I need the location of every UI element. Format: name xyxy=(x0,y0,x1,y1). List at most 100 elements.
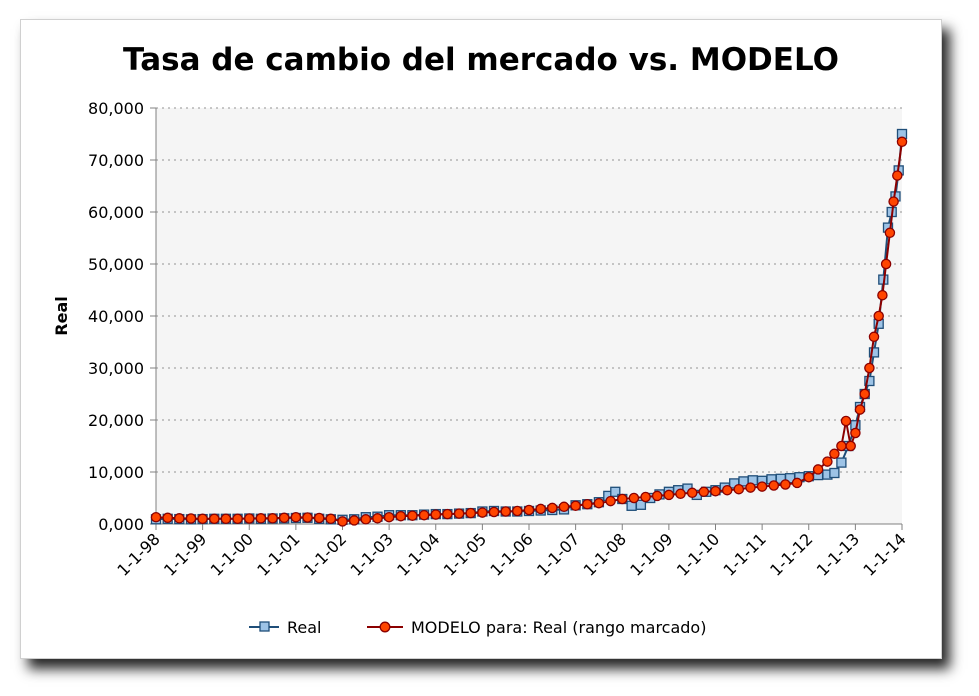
modelo-point xyxy=(675,488,686,500)
modelo-point xyxy=(840,415,852,427)
modelo-point xyxy=(710,485,721,497)
modelo-point xyxy=(756,481,768,492)
modelo-point xyxy=(209,513,220,525)
modelo-point xyxy=(442,508,453,520)
x-tick-label: 1-1-09 xyxy=(626,529,676,579)
modelo-point xyxy=(313,512,325,524)
modelo-point xyxy=(640,491,651,503)
modelo-point xyxy=(698,486,710,498)
modelo-point xyxy=(232,513,243,525)
modelo-point xyxy=(873,310,884,322)
modelo-point xyxy=(465,507,476,519)
chart-title: Tasa de cambio del mercado vs. MODELO xyxy=(123,42,839,78)
y-axis-label: Real xyxy=(52,296,71,335)
x-tick-label: 1-1-04 xyxy=(393,529,443,579)
x-tick-label: 1-1-05 xyxy=(440,529,490,579)
real-point xyxy=(868,347,880,358)
modelo-point xyxy=(512,505,523,517)
modelo-point xyxy=(845,440,856,452)
legend-real-marker xyxy=(259,621,270,632)
modelo-point xyxy=(453,508,465,519)
y-tick-label: 30,000 xyxy=(88,359,144,378)
y-tick-label: 60,000 xyxy=(88,203,144,222)
modelo-point xyxy=(593,497,605,509)
modelo-point xyxy=(185,513,197,524)
x-tick-label: 1-1-12 xyxy=(766,529,816,579)
modelo-point xyxy=(605,495,616,507)
x-tick-label: 1-1-11 xyxy=(720,529,770,579)
modelo-point xyxy=(547,502,558,514)
modelo-point xyxy=(888,196,899,207)
legend-real-label: Real xyxy=(287,618,322,637)
modelo-point xyxy=(896,136,908,148)
modelo-point xyxy=(500,506,511,517)
modelo-point xyxy=(884,227,896,239)
modelo-point xyxy=(477,507,488,518)
legend: Real MODELO para: Real (rango marcado) xyxy=(249,618,706,637)
modelo-point xyxy=(822,456,833,467)
modelo-point xyxy=(880,258,892,270)
modelo-point xyxy=(430,509,442,520)
x-tick-label: 1-1-01 xyxy=(253,529,303,579)
x-tick-label: 1-1-03 xyxy=(347,529,397,579)
modelo-point xyxy=(721,484,733,496)
x-tick-label: 1-1-98 xyxy=(113,529,163,579)
x-tick-label: 1-1-08 xyxy=(580,529,630,579)
modelo-point xyxy=(290,511,302,523)
modelo-point xyxy=(617,493,628,505)
modelo-point xyxy=(791,477,803,489)
legend-modelo-marker xyxy=(379,621,391,633)
modelo-point xyxy=(162,512,173,524)
real-point xyxy=(635,499,647,510)
modelo-point xyxy=(812,464,824,475)
modelo-point xyxy=(836,440,847,452)
modelo-point xyxy=(864,362,875,374)
modelo-point xyxy=(150,511,162,523)
modelo-point xyxy=(372,513,383,524)
modelo-point xyxy=(854,404,866,415)
modelo-point xyxy=(302,512,313,523)
modelo-point xyxy=(651,490,663,502)
modelo-point xyxy=(325,513,337,525)
chart-card: Tasa de cambio del mercado vs. MODELO 0,… xyxy=(20,19,942,659)
modelo-point xyxy=(663,489,675,501)
modelo-point xyxy=(868,331,880,343)
y-tick-label: 10,000 xyxy=(88,463,144,482)
real-point xyxy=(610,486,621,497)
modelo-point xyxy=(780,479,791,490)
modelo-point xyxy=(829,448,840,460)
modelo-point xyxy=(892,170,903,181)
y-tick-labels: 0,000 10,000 20,000 30,000 40,000 50,000 60,00… xyxy=(88,99,156,534)
modelo-point xyxy=(278,512,290,524)
modelo-point xyxy=(174,513,185,524)
x-tick-label: 1-1-00 xyxy=(207,529,257,579)
modelo-point xyxy=(768,480,780,491)
modelo-point xyxy=(488,506,500,518)
x-tick-label: 1-1-07 xyxy=(533,529,583,579)
x-tick-label: 1-1-10 xyxy=(673,529,723,579)
x-tick-label: 1-1-13 xyxy=(813,529,863,579)
modelo-point xyxy=(558,501,570,513)
modelo-point xyxy=(407,510,418,521)
modelo-point xyxy=(859,388,870,400)
x-tick-label: 1-1-02 xyxy=(300,529,350,579)
y-tick-label: 0,000 xyxy=(98,515,144,534)
modelo-point xyxy=(197,513,208,525)
modelo-point xyxy=(582,498,593,510)
modelo-point xyxy=(267,513,278,524)
y-tick-label: 50,000 xyxy=(88,255,144,274)
modelo-point xyxy=(418,509,430,521)
y-tick-label: 40,000 xyxy=(88,307,144,326)
chart-svg: Tasa de cambio del mercado vs. MODELO 0,… xyxy=(52,42,910,637)
modelo-point xyxy=(850,427,861,439)
modelo-point xyxy=(535,503,546,515)
x-tick-label: 1-1-99 xyxy=(160,529,210,579)
modelo-point xyxy=(337,516,348,527)
y-tick-label: 20,000 xyxy=(88,411,144,430)
series xyxy=(150,128,908,527)
x-tick-labels: 1-1-981-1-991-1-001-1-011-1-021-1-031-1-… xyxy=(113,524,910,580)
real-point xyxy=(864,375,875,387)
modelo-point xyxy=(523,504,535,516)
modelo-point xyxy=(877,289,888,301)
x-tick-label: 1-1-06 xyxy=(486,529,536,579)
